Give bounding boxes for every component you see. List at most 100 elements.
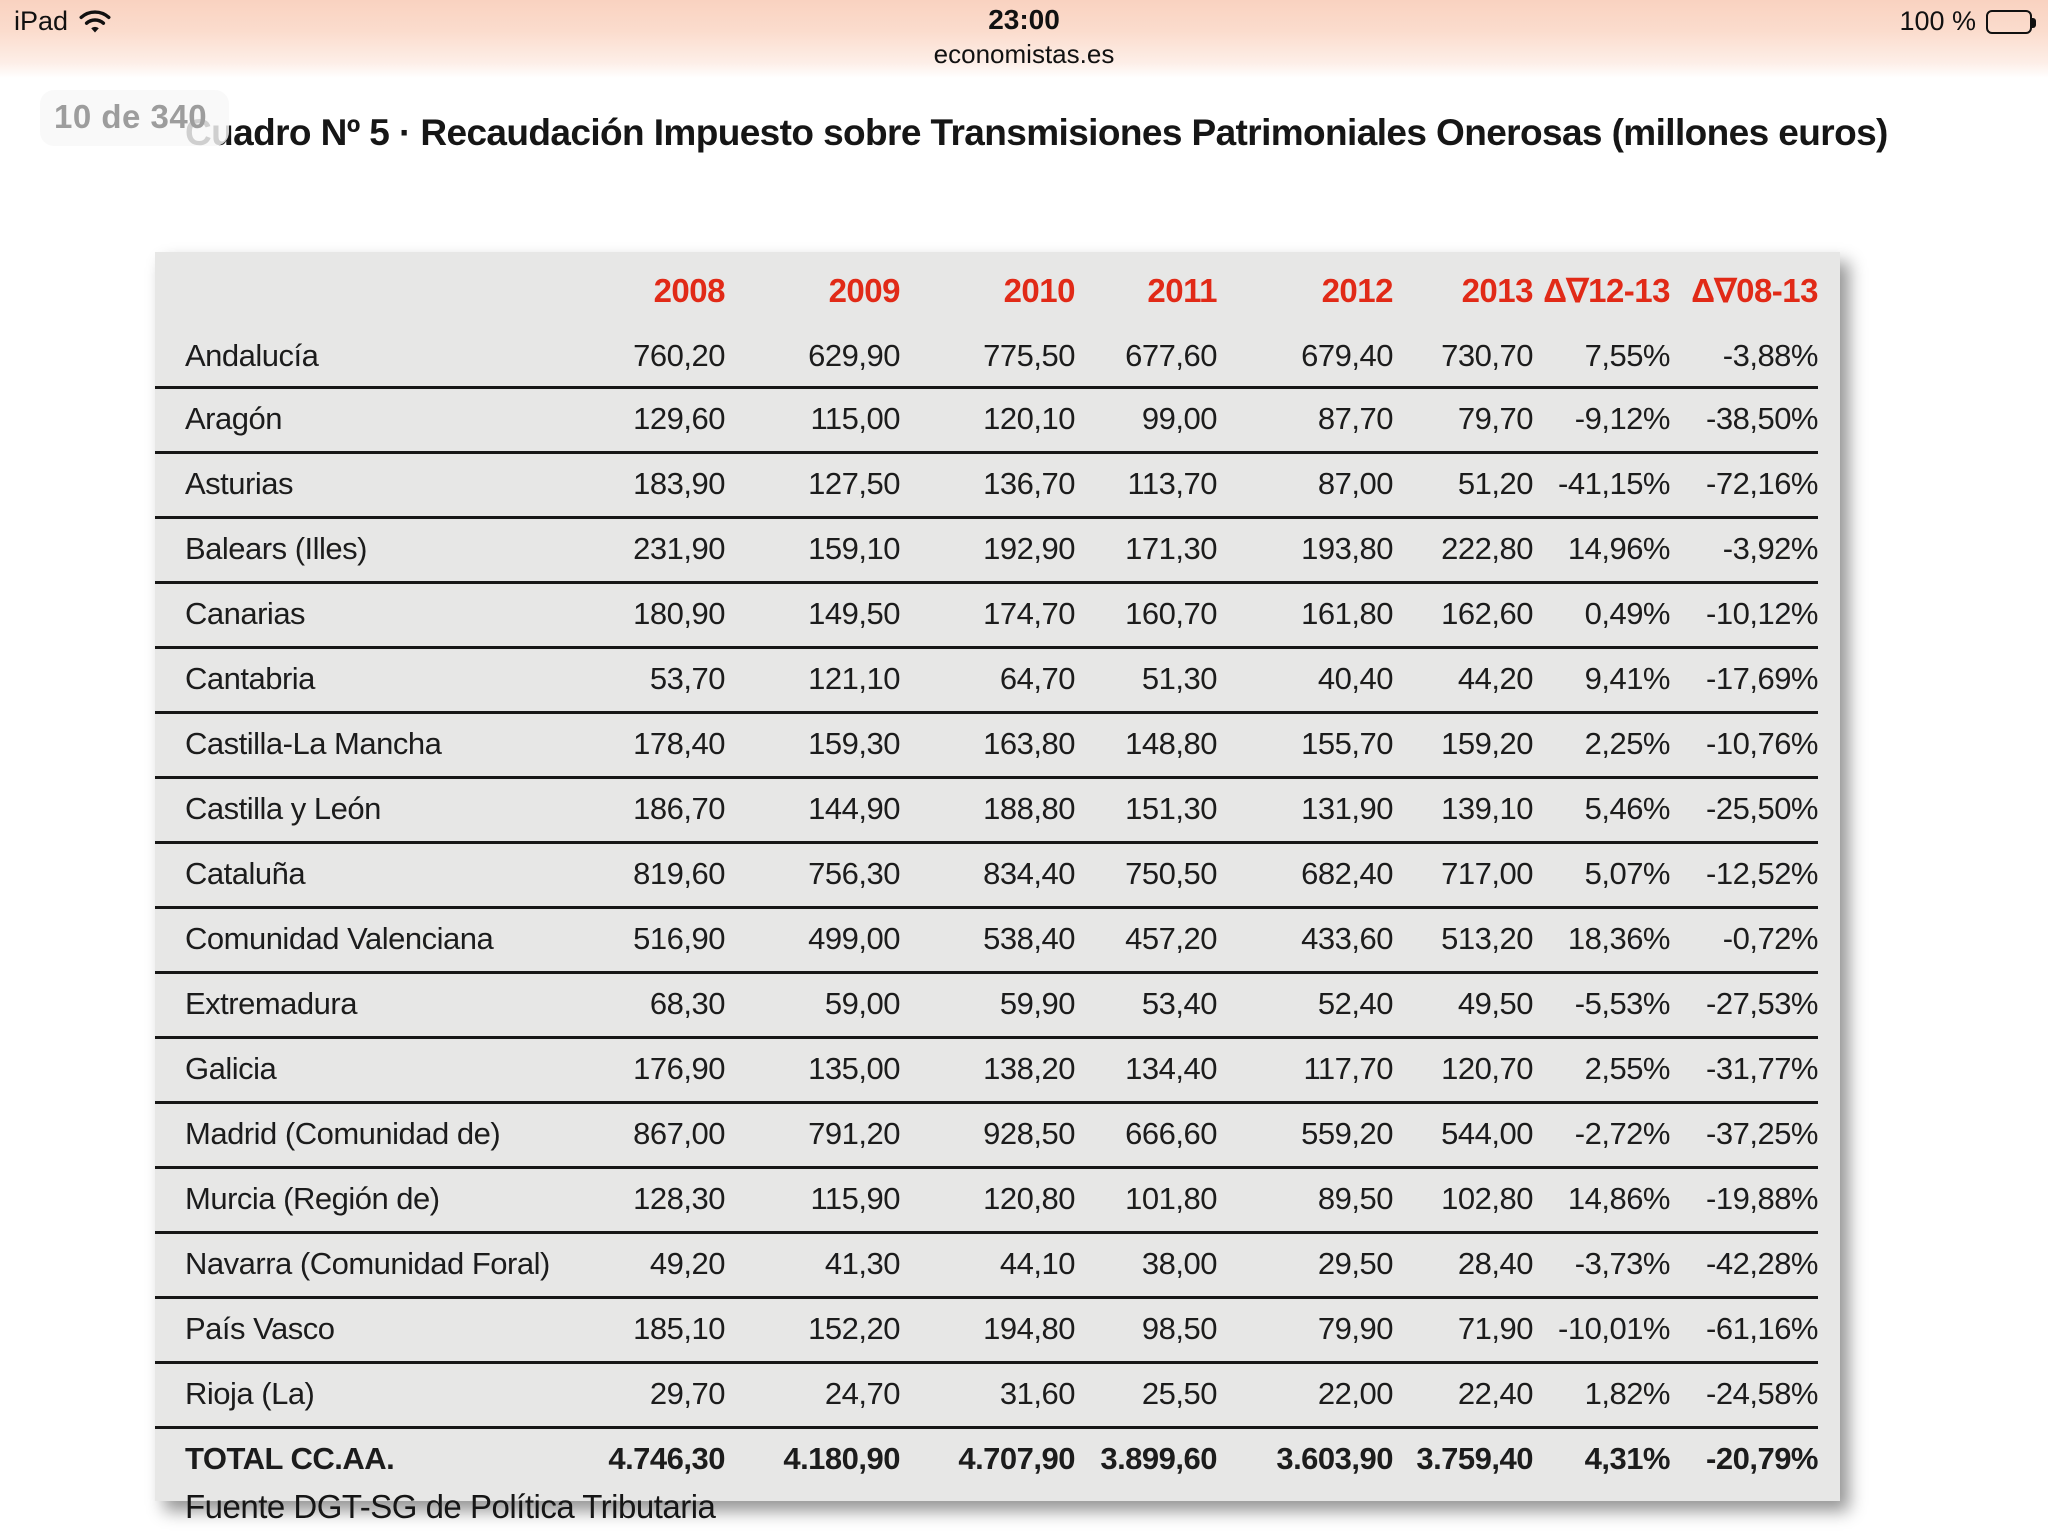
value-cell: 193,80	[1301, 531, 1393, 566]
value-cell: 44,20	[1457, 661, 1534, 696]
value-cell: 867,00	[633, 1116, 725, 1151]
value-cell: 68,30	[649, 986, 726, 1021]
value-cell: 4.707,90	[958, 1441, 1075, 1476]
value-cell: 127,50	[808, 466, 900, 501]
value-cell: 14,86%	[1567, 1181, 1671, 1216]
row-label: Cantabria	[185, 661, 315, 696]
value-cell: 28,40	[1457, 1246, 1534, 1281]
site-label: economistas.es	[933, 39, 1115, 69]
value-cell: -17,69%	[1706, 661, 1818, 696]
value-cell: 4.746,30	[608, 1441, 725, 1476]
header-year-2011: 2011	[1147, 271, 1217, 309]
value-cell: 79,70	[1457, 401, 1534, 436]
value-cell: 25,50	[1141, 1376, 1218, 1411]
value-cell: 113,70	[1127, 466, 1217, 501]
value-cell: -12,52%	[1706, 856, 1818, 891]
value-cell: 171,30	[1125, 531, 1217, 566]
value-cell: 120,10	[983, 401, 1075, 436]
value-cell: 138,20	[983, 1051, 1075, 1086]
value-cell: -5,53%	[1574, 986, 1671, 1021]
value-cell: -37,25%	[1706, 1116, 1818, 1151]
value-cell: -24,58%	[1706, 1376, 1818, 1411]
row-label: Canarias	[185, 596, 306, 631]
value-cell: 29,70	[649, 1376, 726, 1411]
value-cell: 139,10	[1441, 791, 1533, 826]
table-row: Andalucía 760,20 629,90 775,50 677,60 679,40 7…	[155, 328, 1819, 384]
value-cell: 559,20	[1301, 1116, 1393, 1151]
value-cell: 53,40	[1141, 986, 1218, 1021]
tax-revenue-table[interactable]: 2008 2009 2010 2011 2012 2013 Δ∇12-13 Δ∇08-13 A…	[155, 252, 1840, 1501]
value-cell: 161,80	[1301, 596, 1393, 631]
table-row: Asturias 183,90 127,50 136,70 113,70 87,00 51,…	[155, 451, 1819, 514]
table-row-total: TOTAL CC.AA. 4.746,30 4.180,90 4.707,90 3.89…	[155, 1426, 1819, 1501]
value-cell: 120,70	[1441, 1051, 1533, 1086]
row-label: Castilla y León	[185, 791, 381, 826]
row-label: País Vasco	[185, 1311, 335, 1346]
value-cell: 5,07%	[1584, 856, 1671, 891]
value-cell: 775,50	[983, 338, 1075, 373]
value-cell: 159,10	[808, 531, 900, 566]
row-label: Extremadura	[185, 986, 357, 1021]
value-cell: 188,80	[983, 791, 1075, 826]
row-label: Balears (Illes)	[185, 531, 368, 566]
value-cell: 87,00	[1317, 466, 1394, 501]
row-label: Cataluña	[185, 856, 306, 891]
battery-percent: 100 %	[1899, 6, 1976, 36]
source-note: Fuente DGT-SG de Política Tributaria	[185, 1488, 716, 1525]
value-cell: 79,90	[1317, 1311, 1394, 1346]
value-cell: 41,30	[824, 1246, 901, 1281]
value-cell: 516,90	[633, 921, 725, 956]
value-cell: 14,96%	[1567, 531, 1671, 566]
value-cell: 52,40	[1317, 986, 1394, 1021]
value-cell: 180,90	[633, 596, 725, 631]
wifi-icon	[79, 10, 111, 33]
value-cell: -10,76%	[1706, 726, 1818, 761]
row-label: Comunidad Valenciana	[185, 921, 494, 956]
value-cell: -9,12%	[1574, 401, 1671, 436]
value-cell: 144,90	[808, 791, 900, 826]
table-row: Madrid (Comunidad de) 867,00 791,20 928,50 6…	[155, 1101, 1819, 1164]
row-label: Murcia (Región de)	[185, 1181, 440, 1216]
value-cell: 159,20	[1441, 726, 1533, 761]
value-cell: 544,00	[1441, 1116, 1533, 1151]
table-row: Rioja (La) 29,70 24,70 31,60 25,50 22,00 22,40…	[155, 1361, 1819, 1424]
device-label: iPad	[14, 6, 69, 36]
value-cell: -3,92%	[1722, 531, 1819, 566]
value-cell: 163,80	[983, 726, 1075, 761]
value-cell: 457,20	[1125, 921, 1217, 956]
header-year-2010: 2010	[1003, 271, 1076, 309]
value-cell: 89,50	[1317, 1181, 1394, 1216]
value-cell: -10,01%	[1558, 1311, 1670, 1346]
value-cell: 222,80	[1441, 531, 1533, 566]
value-cell: 185,10	[633, 1311, 725, 1346]
value-cell: -72,16%	[1706, 466, 1818, 501]
table-header-row: 2008 2009 2010 2011 2012 2013 Δ∇12-13 Δ∇08-13	[155, 252, 1819, 328]
battery-nub	[2032, 17, 2036, 28]
table-body: Andalucía 760,20 629,90 775,50 677,60 679,40 7…	[155, 328, 1819, 1501]
page-indicator-badge: 10 de 340	[40, 90, 230, 146]
value-cell: 730,70	[1441, 338, 1533, 373]
value-cell: 3.603,90	[1276, 1441, 1393, 1476]
value-cell: 129,60	[633, 401, 725, 436]
table-row: Balears (Illes) 231,90 159,10 192,90 171,30 1…	[155, 516, 1819, 579]
value-cell: 791,20	[808, 1116, 900, 1151]
value-cell: 31,60	[999, 1376, 1076, 1411]
value-cell: 4.180,90	[783, 1441, 900, 1476]
value-cell: 53,70	[649, 661, 726, 696]
value-cell: 59,90	[999, 986, 1076, 1021]
table-row: Castilla y León 186,70 144,90 188,80 151,30 1…	[155, 776, 1819, 839]
row-label: Madrid (Comunidad de)	[185, 1116, 501, 1151]
value-cell: 18,36%	[1567, 921, 1671, 956]
value-cell: -42,28%	[1706, 1246, 1818, 1281]
value-cell: 120,80	[983, 1181, 1075, 1216]
page-title: Cuadro Nº 5 · Recaudación Impuesto sobre…	[185, 112, 1888, 153]
header-year-12-13: Δ∇12-13	[1543, 271, 1670, 309]
value-cell: 152,20	[808, 1311, 900, 1346]
value-cell: 9,41%	[1584, 661, 1671, 696]
value-cell: 29,50	[1317, 1246, 1394, 1281]
table-row: Comunidad Valenciana 516,90 499,00 538,40 45…	[155, 906, 1819, 969]
table-row: Galicia 176,90 135,00 138,20 134,40 117,70 120…	[155, 1036, 1819, 1099]
row-label: Galicia	[185, 1051, 277, 1086]
value-cell: 174,70	[983, 596, 1075, 631]
value-cell: 121,10	[808, 661, 900, 696]
